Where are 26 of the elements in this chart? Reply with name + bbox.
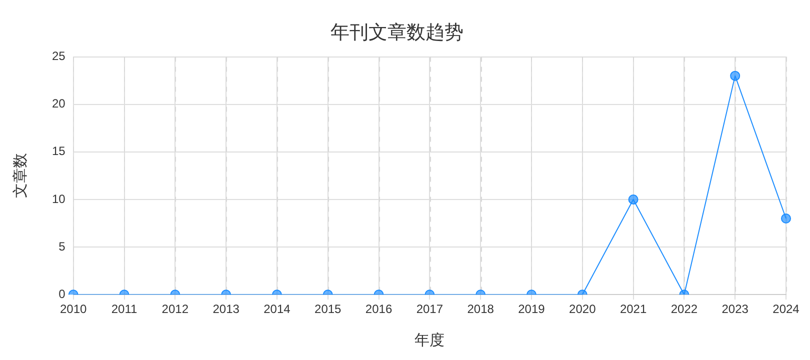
y-tick-label: 5 [58,239,66,254]
x-tick-label: 2015 [314,302,342,316]
y-tick-label: 10 [52,192,66,206]
point [628,194,638,204]
point [730,70,740,81]
y-tick-label: 15 [52,144,66,158]
x-tick-label: 2022 [670,302,698,316]
x-tick-label: 2012 [162,302,189,316]
x-tick-label: 2019 [518,302,546,316]
x-tick-label: 2021 [620,302,647,316]
x-axis-title: 年度 [414,332,445,350]
chart-title: 年刊文章数趋势 [330,21,464,44]
y-tick-label: 0 [58,286,66,301]
x-tick-label: 2020 [569,302,596,316]
y-tick-label: 20 [52,96,66,111]
x-tick-label: 2023 [722,302,749,316]
x-tick-label: 2011 [111,302,138,316]
y-tick-label: 25 [52,49,66,64]
x-tick-label: 2010 [60,302,88,316]
x-tick-label: 2014 [264,302,291,316]
y-axis-title: 文章数 [12,153,30,198]
x-tick-label: 2018 [467,302,494,316]
x-tick-label: 2016 [365,302,392,316]
x-tick-label: 2013 [212,302,240,316]
x-tick-label: 2017 [416,302,444,316]
x-tick-label: 2024 [772,302,800,316]
